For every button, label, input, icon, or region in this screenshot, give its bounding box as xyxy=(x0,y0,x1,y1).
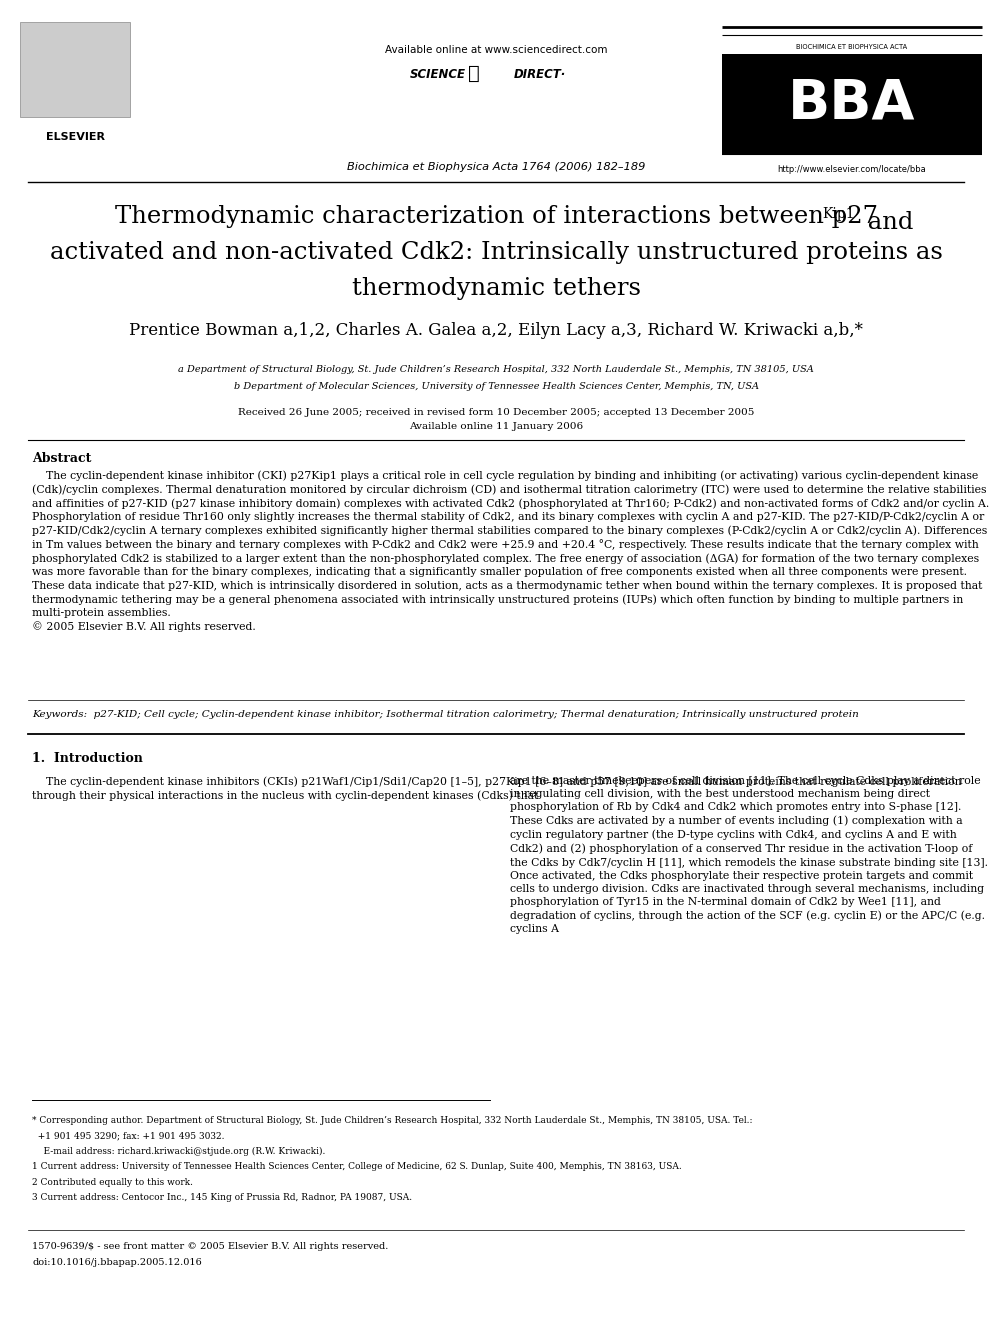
Text: 1 Current address: University of Tennessee Health Sciences Center, College of Me: 1 Current address: University of Tenness… xyxy=(32,1163,682,1171)
Text: 1570-9639/$ - see front matter © 2005 Elsevier B.V. All rights reserved.: 1570-9639/$ - see front matter © 2005 El… xyxy=(32,1242,389,1252)
Text: E-mail address: richard.kriwacki@stjude.org (R.W. Kriwacki).: E-mail address: richard.kriwacki@stjude.… xyxy=(32,1147,325,1156)
Text: 3 Current address: Centocor Inc., 145 King of Prussia Rd, Radnor, PA 19087, USA.: 3 Current address: Centocor Inc., 145 Ki… xyxy=(32,1193,412,1203)
Text: BIOCHIMICA ET BIOPHYSICA ACTA: BIOCHIMICA ET BIOPHYSICA ACTA xyxy=(797,44,908,50)
Text: b Department of Molecular Sciences, University of Tennessee Health Sciences Cent: b Department of Molecular Sciences, Univ… xyxy=(233,382,759,392)
Text: 1.  Introduction: 1. Introduction xyxy=(32,751,143,765)
Text: BBA: BBA xyxy=(789,77,916,131)
Text: Keywords:  p27-KID; Cell cycle; Cyclin-dependent kinase inhibitor; Isothermal ti: Keywords: p27-KID; Cell cycle; Cyclin-de… xyxy=(32,710,859,718)
Text: Available online at www.sciencedirect.com: Available online at www.sciencedirect.co… xyxy=(385,45,607,56)
Text: Kip1: Kip1 xyxy=(822,206,855,221)
Text: and: and xyxy=(860,210,914,234)
Text: +1 901 495 3290; fax: +1 901 495 3032.: +1 901 495 3290; fax: +1 901 495 3032. xyxy=(32,1131,224,1140)
Text: Abstract: Abstract xyxy=(32,452,91,464)
Text: thermodynamic tethers: thermodynamic tethers xyxy=(351,277,641,300)
Text: 2 Contributed equally to this work.: 2 Contributed equally to this work. xyxy=(32,1177,193,1187)
Text: DIRECT·: DIRECT· xyxy=(514,67,566,81)
Text: * Corresponding author. Department of Structural Biology, St. Jude Children’s Re: * Corresponding author. Department of St… xyxy=(32,1117,753,1125)
Text: Received 26 June 2005; received in revised form 10 December 2005; accepted 13 De: Received 26 June 2005; received in revis… xyxy=(238,407,754,417)
Text: doi:10.1016/j.bbapap.2005.12.016: doi:10.1016/j.bbapap.2005.12.016 xyxy=(32,1258,201,1267)
Text: a Department of Structural Biology, St. Jude Children’s Research Hospital, 332 N: a Department of Structural Biology, St. … xyxy=(179,365,813,374)
Text: http://www.elsevier.com/locate/bba: http://www.elsevier.com/locate/bba xyxy=(778,165,927,175)
Bar xyxy=(722,54,982,153)
Text: ⓐ: ⓐ xyxy=(468,64,480,83)
Text: Available online 11 January 2006: Available online 11 January 2006 xyxy=(409,422,583,431)
Text: are the master timekeepers of cell division [11]. The cell cycle Cdks play a dir: are the master timekeepers of cell divis… xyxy=(510,777,988,934)
Text: activated and non-activated Cdk2: Intrinsically unstructured proteins as: activated and non-activated Cdk2: Intrin… xyxy=(50,241,942,265)
Text: Prentice Bowman a,1,2, Charles A. Galea a,2, Eilyn Lacy a,3, Richard W. Kriwacki: Prentice Bowman a,1,2, Charles A. Galea … xyxy=(129,321,863,339)
Bar xyxy=(20,22,130,116)
Text: The cyclin-dependent kinase inhibitor (CKI) p27Kip1 plays a critical role in cel: The cyclin-dependent kinase inhibitor (C… xyxy=(32,470,989,632)
Text: Thermodynamic characterization of interactions between p27: Thermodynamic characterization of intera… xyxy=(114,205,878,228)
Text: Biochimica et Biophysica Acta 1764 (2006) 182–189: Biochimica et Biophysica Acta 1764 (2006… xyxy=(347,161,645,172)
Text: The cyclin-dependent kinase inhibitors (CKIs) p21Waf1/Cip1/Sdi1/Cap20 [1–5], p27: The cyclin-dependent kinase inhibitors (… xyxy=(32,777,961,800)
Text: ELSEVIER: ELSEVIER xyxy=(46,132,104,142)
Text: SCIENCE: SCIENCE xyxy=(410,67,466,81)
